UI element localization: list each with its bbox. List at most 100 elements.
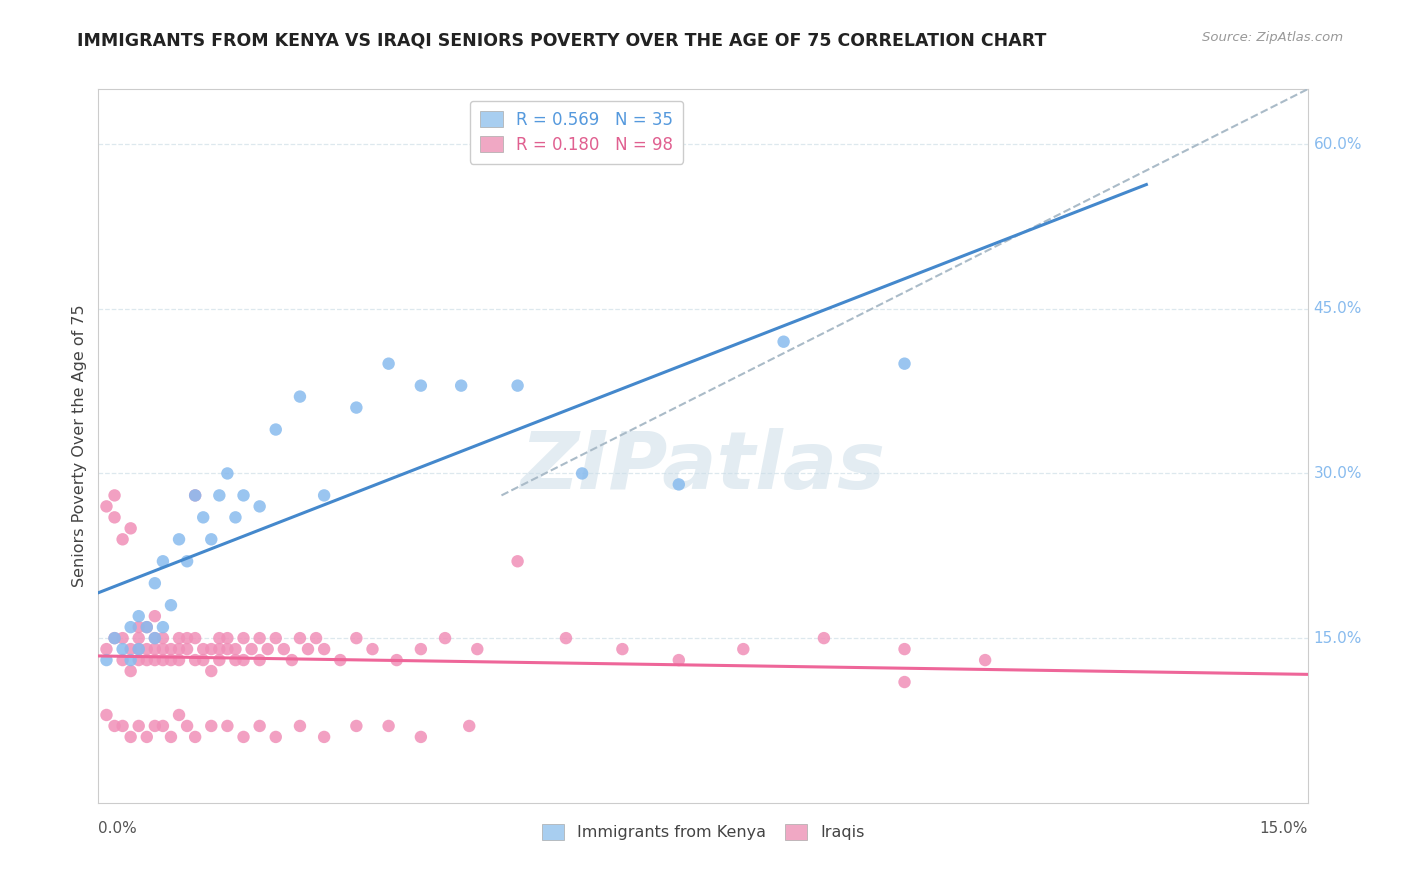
Legend: Immigrants from Kenya, Iraqis: Immigrants from Kenya, Iraqis	[534, 816, 872, 848]
Point	[465, 642, 488, 657]
Text: 45.0%: 45.0%	[1313, 301, 1362, 317]
Point	[135, 653, 157, 667]
Point	[249, 719, 271, 733]
Point	[96, 708, 118, 723]
Point	[361, 642, 384, 657]
Point	[314, 730, 336, 744]
Point	[152, 719, 174, 733]
Point	[135, 642, 157, 657]
Point	[264, 423, 287, 437]
Point	[200, 719, 222, 733]
Point	[167, 533, 190, 547]
Point	[409, 730, 432, 744]
Point	[167, 631, 190, 645]
Point	[329, 653, 352, 667]
Point	[111, 533, 134, 547]
Point	[200, 642, 222, 657]
Point	[128, 609, 150, 624]
Point	[217, 631, 239, 645]
Point	[184, 730, 207, 744]
Point	[143, 631, 166, 645]
Point	[224, 642, 246, 657]
Point	[160, 598, 183, 612]
Point	[974, 653, 997, 667]
Point	[96, 642, 118, 657]
Point	[232, 488, 254, 502]
Point	[120, 730, 142, 744]
Point	[506, 554, 529, 568]
Point	[344, 401, 367, 415]
Point	[249, 631, 271, 645]
Point	[111, 642, 134, 657]
Point	[143, 631, 166, 645]
Text: 15.0%: 15.0%	[1313, 631, 1362, 646]
Point	[135, 620, 157, 634]
Point	[208, 642, 231, 657]
Point	[167, 708, 190, 723]
Point	[128, 642, 150, 657]
Point	[458, 719, 481, 733]
Point	[217, 719, 239, 733]
Point	[450, 378, 472, 392]
Point	[120, 521, 142, 535]
Point	[385, 653, 408, 667]
Point	[152, 653, 174, 667]
Text: 0.0%: 0.0%	[98, 821, 138, 836]
Point	[103, 719, 125, 733]
Point	[143, 609, 166, 624]
Point	[193, 653, 215, 667]
Point	[103, 631, 125, 645]
Point	[152, 554, 174, 568]
Point	[120, 664, 142, 678]
Point	[240, 642, 263, 657]
Point	[288, 719, 311, 733]
Point	[128, 653, 150, 667]
Point	[288, 631, 311, 645]
Point	[143, 719, 166, 733]
Point	[152, 631, 174, 645]
Text: IMMIGRANTS FROM KENYA VS IRAQI SENIORS POVERTY OVER THE AGE OF 75 CORRELATION CH: IMMIGRANTS FROM KENYA VS IRAQI SENIORS P…	[77, 31, 1046, 49]
Point	[249, 653, 271, 667]
Text: 60.0%: 60.0%	[1313, 136, 1362, 152]
Text: Source: ZipAtlas.com: Source: ZipAtlas.com	[1202, 31, 1343, 45]
Point	[111, 719, 134, 733]
Point	[143, 653, 166, 667]
Point	[160, 642, 183, 657]
Point	[152, 642, 174, 657]
Point	[813, 631, 835, 645]
Point	[143, 576, 166, 591]
Point	[193, 510, 215, 524]
Point	[120, 620, 142, 634]
Point	[135, 620, 157, 634]
Point	[120, 642, 142, 657]
Point	[128, 642, 150, 657]
Point	[167, 653, 190, 667]
Point	[193, 642, 215, 657]
Point	[434, 631, 457, 645]
Point	[96, 653, 118, 667]
Point	[208, 631, 231, 645]
Point	[256, 642, 278, 657]
Point	[184, 488, 207, 502]
Point	[249, 500, 271, 514]
Point	[128, 719, 150, 733]
Point	[893, 357, 915, 371]
Point	[217, 467, 239, 481]
Point	[772, 334, 794, 349]
Point	[120, 653, 142, 667]
Point	[893, 642, 915, 657]
Point	[128, 631, 150, 645]
Point	[305, 631, 328, 645]
Point	[409, 642, 432, 657]
Point	[264, 631, 287, 645]
Point	[232, 730, 254, 744]
Point	[176, 642, 198, 657]
Point	[571, 467, 593, 481]
Point	[555, 631, 578, 645]
Point	[288, 390, 311, 404]
Text: ZIPatlas: ZIPatlas	[520, 428, 886, 507]
Point	[377, 719, 399, 733]
Point	[224, 653, 246, 667]
Point	[152, 620, 174, 634]
Y-axis label: Seniors Poverty Over the Age of 75: Seniors Poverty Over the Age of 75	[72, 305, 87, 587]
